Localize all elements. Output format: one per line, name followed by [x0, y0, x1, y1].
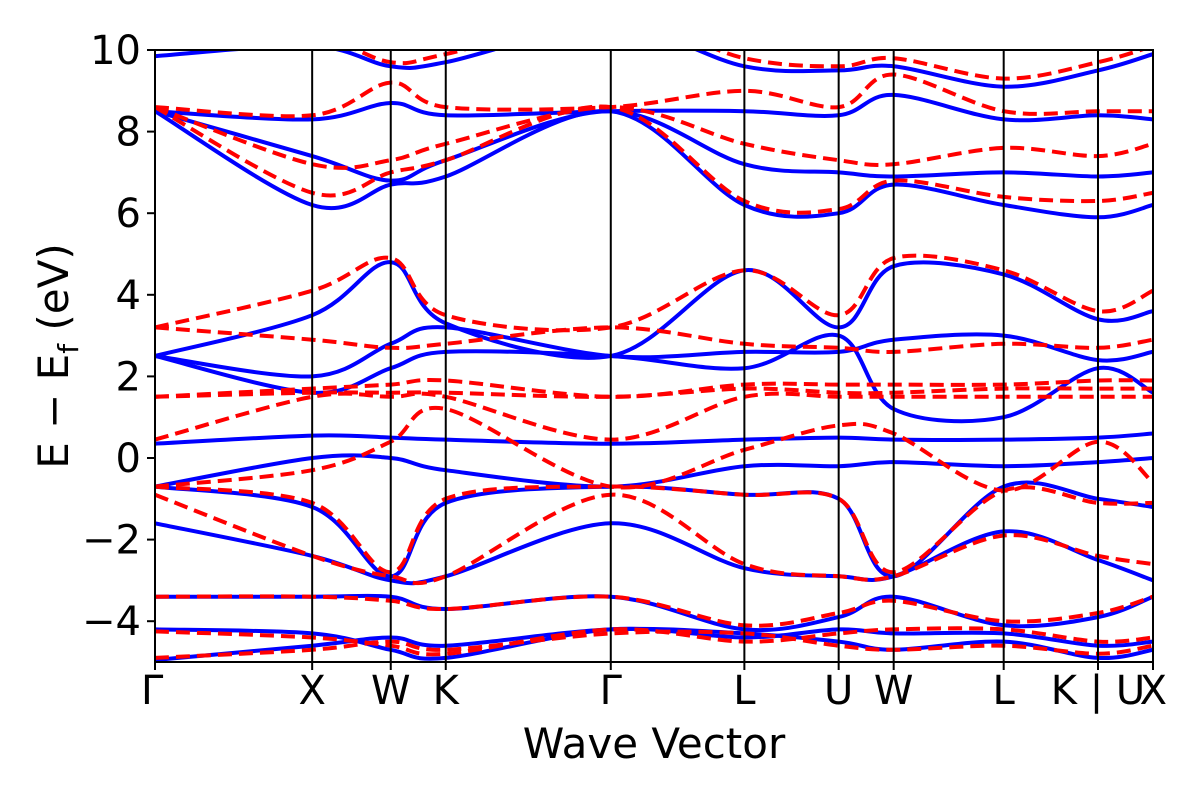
kpath-separator-lines [311, 50, 1099, 662]
x-tick-label: U [824, 668, 853, 714]
x-tick-label: Γ [141, 668, 164, 714]
band-line-solid-13 [155, 50, 1153, 89]
y-tick-label: 6 [116, 191, 141, 237]
band-line-dashed-9 [155, 325, 1153, 354]
x-tick-label: X [1140, 668, 1167, 714]
x-tick-label: K | U [1051, 668, 1145, 714]
band-line-dashed-6 [155, 391, 1153, 442]
y-tick-label: 0 [116, 436, 141, 482]
y-axis-title-main: E − E [29, 354, 78, 469]
band-line-solid-7 [155, 332, 1153, 424]
band-line-dashed-5 [155, 405, 1153, 493]
y-axis-title: E − Ef (eV) [29, 243, 85, 469]
x-tick-label: K [433, 668, 461, 714]
y-tick-label: 8 [116, 110, 141, 156]
y-axis-title-subscript: f [52, 343, 85, 354]
y-axis-ticks: 10 8 6 4 2 0 −2 −4 [82, 28, 155, 645]
band-line-solid-2 [155, 593, 1153, 633]
y-tick-label: −2 [82, 518, 141, 564]
x-tick-label: W [371, 668, 411, 714]
x-tick-label: Γ [600, 668, 623, 714]
plot-frame [154, 49, 1154, 663]
x-tick-label: L [993, 668, 1016, 714]
y-tick-label: −4 [82, 599, 141, 645]
band-line-dashed-10 [155, 253, 1153, 333]
y-tick-label: 4 [116, 273, 141, 319]
band-line-solid-8 [155, 325, 1153, 379]
band-line-solid-6 [155, 431, 1153, 446]
x-tick-label: W [874, 668, 914, 714]
band-line-dashed-0 [155, 629, 1153, 660]
band-line-solid-5 [155, 453, 1153, 489]
y-tick-label: 10 [90, 28, 141, 74]
y-tick-label: 2 [116, 354, 141, 400]
band-line-dashed-1 [155, 626, 1153, 657]
x-axis-title: Wave Vector [523, 719, 786, 768]
band-line-dashed-2 [155, 594, 1153, 628]
x-tick-label: L [733, 668, 756, 714]
band-line-dashed-12 [155, 105, 1153, 170]
y-axis-title-unit: (eV) [29, 243, 78, 344]
band-line-solid-12 [155, 92, 1153, 123]
band-line-dashed-8 [155, 378, 1153, 399]
band-line-dashed-7 [155, 386, 1153, 399]
x-tick-label: X [298, 668, 325, 714]
